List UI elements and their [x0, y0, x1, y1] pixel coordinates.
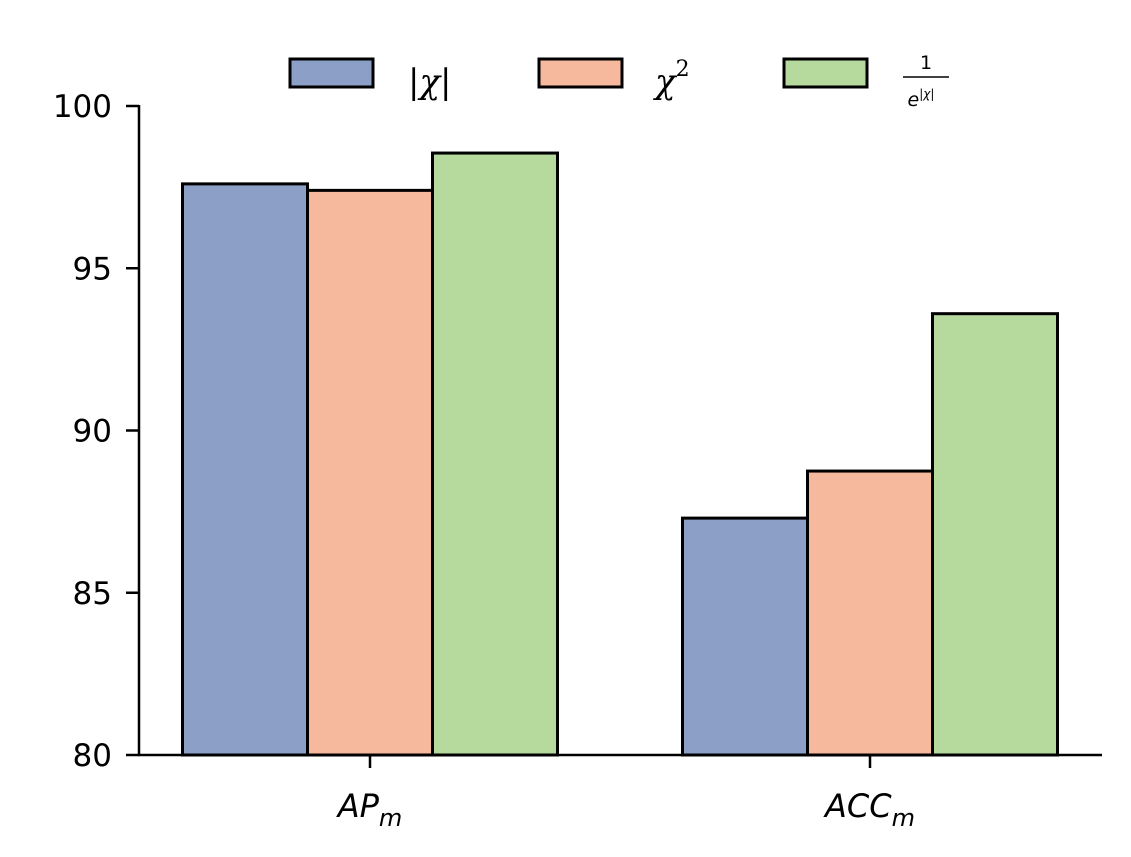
- svg-text:e|χ|: e|χ|: [908, 87, 935, 111]
- y-tick-label-1: 85: [73, 576, 112, 612]
- y-tick-label-4: 100: [53, 89, 112, 125]
- x-tick-label-0: APm: [336, 787, 403, 832]
- bar-group: [181, 151, 1059, 757]
- legend-label-0: |χ|: [408, 62, 452, 102]
- svg-text:1: 1: [920, 52, 932, 74]
- y-axis-ticks: 80 85 90 95 100: [53, 89, 139, 774]
- bar-series1-cat1: [806, 469, 934, 757]
- bar-series2-cat0: [431, 151, 559, 757]
- legend-swatch-2: [782, 57, 869, 89]
- x-tick-label-1: ACCm: [823, 787, 915, 832]
- legend-label-2: 1 e|χ|: [903, 52, 949, 111]
- legend: |χ| χ2 1 e|χ|: [288, 52, 949, 111]
- x-axis-ticks: [368, 755, 872, 768]
- y-tick-label-2: 90: [73, 414, 112, 450]
- legend-swatch-1: [537, 57, 624, 89]
- bar-series2-cat1: [931, 312, 1059, 757]
- y-tick-label-0: 80: [73, 738, 112, 774]
- bar-series0-cat0: [181, 182, 309, 757]
- legend-swatch-0: [288, 57, 375, 89]
- y-tick-label-3: 95: [73, 251, 112, 287]
- bar-series0-cat1: [681, 516, 809, 757]
- bar-series1-cat0: [306, 188, 434, 757]
- legend-label-1: χ2: [653, 57, 690, 102]
